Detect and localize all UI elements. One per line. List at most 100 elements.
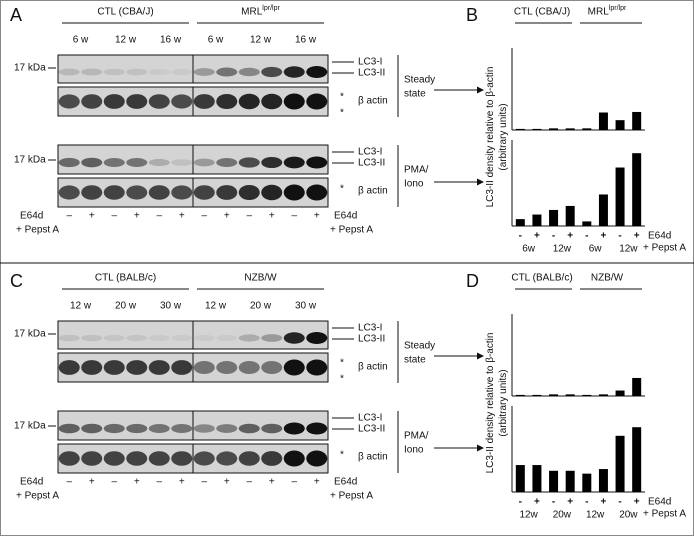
bar	[549, 394, 559, 396]
treatment-sign: +	[314, 211, 320, 222]
arrow-head	[477, 444, 484, 452]
blot-band	[103, 423, 125, 434]
blot-band	[306, 422, 328, 435]
blot-band	[238, 451, 260, 466]
bar	[549, 470, 559, 492]
blot-band	[261, 423, 283, 434]
treatment-label: + Pepst A	[330, 225, 373, 236]
band-label: LC3-I	[358, 413, 382, 424]
blot-band	[126, 158, 148, 167]
bar	[515, 128, 525, 130]
strain-superscript: lpr/lpr	[262, 5, 280, 12]
band-label: LC3-II	[358, 424, 385, 435]
blot-band	[171, 424, 193, 433]
treatment-sign: +	[89, 211, 95, 222]
kda-marker: 17 kDa	[14, 421, 46, 432]
strain-superscript: lpr/lpr	[609, 5, 627, 12]
blot-band	[238, 361, 260, 374]
treatment-sign: -	[618, 231, 621, 242]
bar	[582, 221, 592, 226]
age-label: 12w	[553, 244, 572, 255]
bar	[565, 470, 575, 492]
blot-band	[81, 157, 103, 168]
treatment-sign: +	[224, 477, 230, 488]
blot-band	[126, 451, 148, 466]
bar	[632, 427, 642, 492]
strain-label: CTL (BALB/c)	[511, 273, 572, 284]
treatment-label: + Pepst A	[16, 491, 59, 502]
age-label: 6w	[522, 244, 536, 255]
blot-band	[58, 94, 80, 109]
strain-label: NZB/W	[244, 273, 277, 284]
blot-band	[238, 423, 260, 434]
bar	[582, 128, 592, 130]
bar	[598, 394, 608, 396]
bar	[549, 128, 559, 130]
asterisk: *	[340, 92, 344, 103]
treatment-label: E64d	[648, 231, 671, 242]
bar	[515, 394, 525, 396]
strain-label: CTL (BALB/c)	[95, 273, 156, 284]
treatment-label: E64d	[20, 477, 43, 488]
blot-band	[261, 93, 283, 110]
blot-band	[171, 159, 193, 166]
kda-marker: 17 kDa	[14, 63, 46, 74]
blot-band	[238, 67, 260, 77]
blot-band	[306, 450, 328, 467]
blot-band	[306, 332, 328, 344]
blot-band	[103, 451, 125, 466]
treatment-sign: –	[246, 211, 252, 222]
condition-label: PMA/	[404, 165, 429, 176]
blot-band	[193, 94, 215, 109]
blot-band	[193, 361, 215, 374]
age-label: 20 w	[115, 301, 137, 312]
blot-band	[171, 451, 193, 466]
blot-band	[193, 334, 215, 342]
bar	[598, 469, 608, 492]
treatment-sign: +	[534, 231, 540, 242]
blot-band	[216, 93, 238, 110]
y-axis-label: LC3-II density relative to β-actin (arbit…	[485, 333, 509, 474]
treatment-sign: +	[89, 477, 95, 488]
kda-marker: 17 kDa	[14, 329, 46, 340]
blot-band	[283, 450, 305, 467]
blot-band	[261, 184, 283, 201]
age-label: 12w	[619, 244, 638, 255]
treatment-sign: -	[519, 497, 522, 508]
asterisk: *	[340, 108, 344, 119]
blot-band	[306, 184, 328, 201]
blot-band	[193, 451, 215, 466]
strain-label: NZB/W	[591, 273, 624, 284]
treatment-sign: –	[156, 211, 162, 222]
age-label: 20w	[553, 510, 572, 521]
age-label: 12 w	[250, 35, 272, 46]
blot-band	[216, 67, 238, 77]
band-label: LC3-II	[358, 68, 385, 79]
bar	[615, 120, 625, 130]
blot-band	[58, 451, 80, 466]
asterisk: *	[340, 450, 344, 461]
blot-band	[126, 185, 148, 200]
band-label: β actin	[358, 186, 388, 197]
age-label: 20w	[619, 510, 638, 521]
blot-band	[148, 451, 170, 466]
bar	[615, 390, 625, 396]
treatment-label: E64d	[334, 477, 357, 488]
treatment-sign: +	[179, 477, 185, 488]
strain-label: CTL (CBA/J)	[97, 7, 153, 18]
bar	[515, 219, 525, 226]
blot-band	[58, 334, 80, 342]
panel-letter: C	[10, 271, 23, 291]
blot-band	[216, 158, 238, 167]
blot-band	[103, 158, 125, 167]
band-label: β actin	[358, 362, 388, 373]
panel-letter: D	[466, 271, 479, 291]
blot-band	[283, 93, 305, 110]
bar	[532, 394, 542, 396]
blot-band	[283, 184, 305, 201]
treatment-sign: -	[585, 497, 588, 508]
treatment-sign: –	[291, 211, 297, 222]
band-label: β actin	[358, 96, 388, 107]
blot-band	[306, 66, 328, 78]
